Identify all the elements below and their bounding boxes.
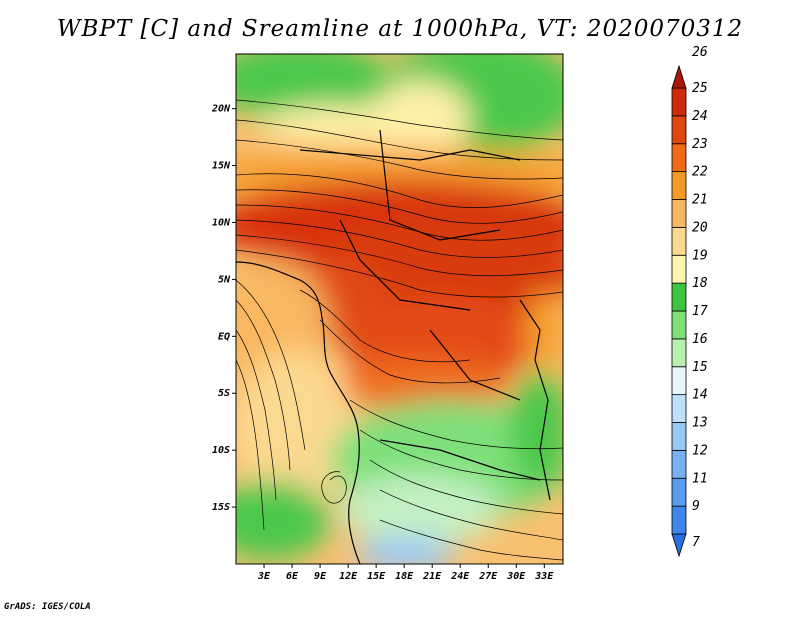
lat-tick-label: 10S (212, 445, 230, 456)
colorbar-label: 16 (692, 332, 708, 347)
colorbar-segment (671, 115, 687, 145)
colorbar-label: 20 (692, 220, 708, 235)
latitude-axis: 20N 15N 10N 5N EQ 5S 10S 15S (211, 104, 236, 513)
lat-tick-label: 5S (218, 388, 230, 399)
colorbar-segment (671, 505, 687, 535)
wbpt-shaded-field (236, 54, 563, 564)
colorbar-segment (671, 254, 687, 284)
map-title: WBPT [C] and Sreamline at 1000hPa, VT: 2… (56, 16, 744, 42)
colorbar-label: 23 (692, 137, 708, 152)
colorbar-segment (671, 394, 687, 423)
lon-tick-label: 27E (478, 571, 498, 582)
colorbar-segment (671, 338, 687, 368)
colorbar-segment (671, 449, 687, 479)
lat-tick-label: 15N (212, 161, 231, 172)
colorbar-segment (671, 310, 687, 340)
colorbar-segment (671, 422, 687, 451)
colorbar-label: 22 (692, 165, 708, 180)
colorbar-label: 13 (692, 416, 708, 431)
colorbar-segment (671, 87, 687, 117)
colorbar-segment (671, 366, 687, 396)
map-frame (235, 53, 564, 565)
streamlines (236, 99, 563, 561)
grads-credit: GrADS: IGES/COLA (4, 602, 91, 612)
lon-tick-label: 6E (286, 571, 299, 582)
colorbar-label: 18 (692, 276, 708, 291)
colorbar-label: 25 (692, 81, 708, 96)
colorbar-label: 9 (692, 499, 700, 514)
lon-tick-label: 9E (314, 571, 327, 582)
lon-tick-label: 3E (257, 571, 271, 582)
coastline-borders (236, 129, 551, 564)
colorbar-segment (671, 171, 687, 200)
lat-tick-label: 5N (218, 274, 231, 285)
colorbar-label: 14 (692, 388, 708, 403)
colorbar-label: 19 (692, 248, 708, 263)
lat-tick-label: 10N (212, 217, 231, 228)
lat-tick-label: 15S (212, 502, 230, 513)
lon-tick-label: 24E (450, 571, 470, 582)
lon-tick-label: 12E (339, 571, 358, 582)
colorbar-segment (671, 477, 687, 507)
colorbar-label: 7 (692, 535, 700, 550)
colorbar-label: 26 (692, 45, 708, 60)
colorbar-label: 12 (692, 443, 708, 458)
colorbar-segment (671, 64, 687, 89)
colorbar-label: 15 (692, 360, 708, 375)
lat-tick-label: 20N (211, 104, 231, 115)
colorbar: 7 9 11 12 13 14 15 16 17 18 19 20 21 22 23 24 25 26 (671, 45, 708, 558)
colorbar-label: 21 (692, 193, 708, 208)
lat-tick-label: EQ (218, 331, 230, 342)
lon-tick-label: 15E (367, 571, 386, 582)
colorbar-segment (671, 199, 687, 228)
colorbar-label: 17 (692, 304, 708, 319)
colorbar-label: 24 (692, 109, 708, 124)
lon-tick-label: 33E (534, 571, 554, 582)
colorbar-segment (671, 226, 687, 256)
lon-tick-label: 18E (395, 571, 414, 582)
lon-tick-label: 30E (506, 571, 526, 582)
colorbar-segment (671, 282, 687, 312)
longitude-axis: 3E 6E 9E 12E 15E 18E 21E 24E 27E 30E 33E (257, 564, 554, 582)
colorbar-segment (671, 533, 687, 558)
colorbar-label: 11 (692, 471, 708, 486)
colorbar-segment (671, 143, 687, 173)
lon-tick-label: 21E (422, 571, 442, 582)
